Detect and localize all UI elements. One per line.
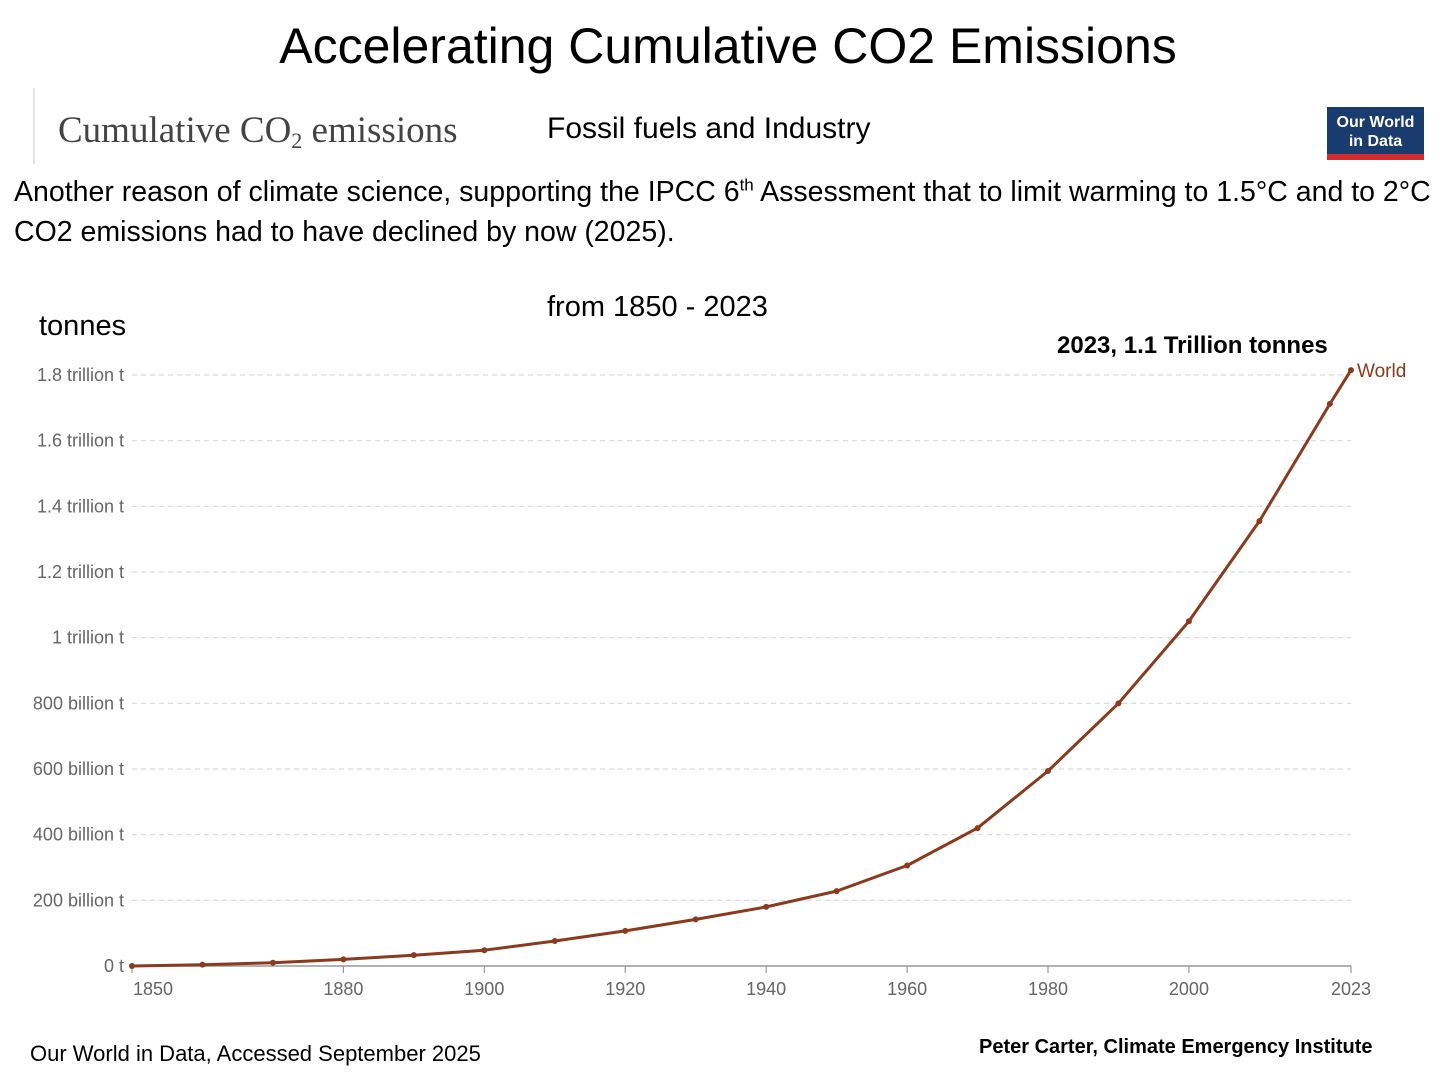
logo-line-2: in Data [1348, 133, 1403, 150]
logo-line-1: Our World [1336, 114, 1415, 131]
range-label: from 1850 - 2023 [547, 291, 768, 323]
x-tick-label: 1980 [1028, 979, 1068, 999]
x-tick-label: 1960 [887, 979, 927, 999]
x-tick-label: 1920 [605, 979, 645, 999]
data-point [763, 903, 770, 910]
x-tick-label: 1850 [133, 979, 173, 999]
data-point [974, 825, 981, 832]
data-point [129, 963, 135, 969]
title-divider [33, 88, 35, 164]
x-tick-label: 1940 [746, 979, 786, 999]
unit-label: tonnes [39, 310, 127, 342]
y-tick-label: 800 billion t [33, 693, 124, 713]
owid-logo[interactable]: Our World in Data [1327, 107, 1424, 160]
author-credit: Peter Carter, Climate Emergency Institut… [979, 1036, 1373, 1058]
y-tick-label: 600 billion t [33, 759, 124, 779]
source-note: Our World in Data, Accessed September 20… [30, 1041, 481, 1066]
data-point [1256, 518, 1263, 525]
chart-title: Cumulative CO2 emissions [58, 108, 458, 164]
description-superscript: th [739, 175, 754, 195]
y-tick-label: 1.2 trillion t [37, 562, 124, 582]
data-point [1185, 618, 1192, 625]
series-label-world: World [1357, 361, 1406, 382]
data-point [692, 916, 699, 923]
x-tick-label: 2000 [1169, 979, 1209, 999]
data-point [904, 862, 911, 869]
page-title: Accelerating Cumulative CO2 Emissions [279, 18, 1177, 74]
x-tick-label: 1880 [323, 979, 363, 999]
y-tick-label: 1 trillion t [52, 628, 124, 648]
data-point [269, 959, 276, 966]
y-tick-label: 400 billion t [33, 825, 124, 845]
y-tick-label: 1.4 trillion t [37, 496, 124, 516]
y-tick-label: 1.6 trillion t [37, 431, 124, 451]
data-point [1326, 400, 1333, 407]
y-tick-label: 1.8 trillion t [37, 365, 124, 385]
data-point [1115, 700, 1122, 707]
y-tick-label: 0 t [104, 956, 124, 976]
chart-title-end: emissions [302, 110, 458, 151]
chart-title-subscript: 2 [291, 128, 303, 153]
description-part-1: Another reason of climate science, suppo… [14, 176, 740, 208]
data-point [1348, 367, 1354, 374]
description-text: Another reason of climate science, suppo… [14, 172, 1444, 252]
data-point [1045, 767, 1052, 774]
chart-subtitle: Fossil fuels and Industry [547, 112, 871, 145]
data-point [199, 961, 206, 968]
x-tick-label: 1900 [464, 979, 504, 999]
data-point [410, 952, 417, 959]
data-point [481, 947, 488, 954]
series-line-world [131, 369, 1353, 968]
description-part-2: Assessment that to limit warming to 1.5°… [14, 176, 1431, 248]
data-point [551, 938, 558, 945]
data-point [833, 888, 840, 895]
x-tick-label: 2023 [1331, 979, 1371, 999]
end-annotation: 2023, 1.1 Trillion tonnes [1057, 332, 1328, 359]
data-point [622, 927, 629, 934]
y-tick-label: 200 billion t [33, 890, 124, 910]
chart-title-main: Cumulative CO [58, 110, 292, 151]
data-point [340, 956, 347, 963]
